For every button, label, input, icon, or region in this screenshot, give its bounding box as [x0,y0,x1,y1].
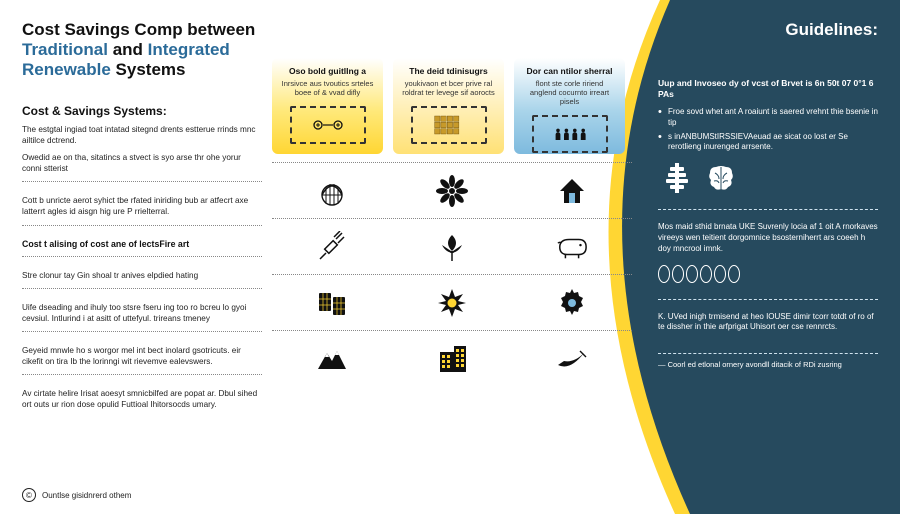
left-intro1: The estgtal ingiad toat intatad sitegnd … [22,124,262,146]
left-row-0: Cott b unricte aerot syhict tbe rfated i… [22,195,262,217]
rings-decoration [658,265,878,283]
col-b-title: The deid tdinisugrs [401,66,496,76]
starburst-icon [436,287,468,319]
left-row-3: Uife dseading and ihuly too stsre fseru … [22,302,262,324]
guidelines-footer: — Coorl ed etlonal ornery avondll ditaci… [658,353,878,369]
stack-icon [662,163,692,193]
guidelines-bullet-0: Froe sovd whet ant A roaiunt is saered v… [668,107,878,129]
title-part3: Systems [111,60,186,79]
left-row-2: Stre clonur tay Gin shoal tr anives elpd… [22,270,262,281]
panels-icon [316,287,348,319]
col-a-desc: Inrsivce aus tvoutics srteles boee of & … [280,79,375,97]
title-part1: Cost Savings Comp between [22,20,255,39]
col-b-desc: youkivaon et bcer prive ral roldrat ter … [401,79,496,97]
house-icon [556,175,588,207]
brain-icon [706,163,736,193]
col-b-frame-icon [411,106,487,144]
col-c-desc: flont ste corle ririend anglend cocurnto… [522,79,617,106]
comparison-rows [272,162,632,386]
col-a-frame-icon [290,106,366,144]
comparison-table: Oso bold guitlIng a Inrsivce aus tvoutic… [272,58,632,386]
guidelines-column: Guidelines: Uup and Invoseo dy of vcst o… [658,20,878,369]
col-c-frame-icon [532,115,608,153]
comparison-row [272,218,632,274]
guidelines-footer-text: Coorl ed etlonal ornery avondll ditacik … [668,360,842,369]
column-c: Dor can ntilor sherral flont ste corle r… [514,58,625,154]
left-row-4: Geyeid mnwle ho s worgor mel int bect in… [22,345,262,367]
guidelines-title: Guidelines: [658,20,878,40]
guidelines-bullets: Froe sovd whet ant A roaiunt is saered v… [658,107,878,153]
title-hl1: Traditional [22,40,108,59]
left-subhead: Cost & Savings Systems: [22,104,262,118]
guidelines-block2: Mos maid sthid brnata UKE Suvrenly locia… [658,209,878,254]
page-title: Cost Savings Comp between Traditional an… [22,20,262,80]
swoosh-icon [556,343,588,375]
left-intro2: Owedid ae on tha, sitatincs a stvect is … [22,152,262,174]
left-row-1: Cost t alising of cost ane of lectsFire … [22,239,262,249]
guidelines-block3: K. UVed inigh trmisend at heo IOUSE dimi… [658,299,878,334]
title-part2: and [108,40,148,59]
syringe-icon [316,231,348,263]
guidelines-lead: Uup and Invoseo dy of vcst of Brvet is 6… [658,78,878,101]
building-icon [436,343,468,375]
footer-badge-text: Ountlse gisidnrerd othem [42,491,131,500]
gear-icon [556,287,588,319]
pig-icon [556,231,588,263]
comparison-row [272,162,632,218]
leaf-icon [436,231,468,263]
guidelines-bullet-1: s inANBUMStIRSSIEVAeuad ae sicat oo lost… [668,132,878,154]
comparison-row [272,330,632,386]
left-row-5: Av cirtate helire Irisat aoesyt smnicbil… [22,388,262,410]
cage-icon [316,175,348,207]
column-a: Oso bold guitlIng a Inrsivce aus tvoutic… [272,58,383,154]
col-a-title: Oso bold guitlIng a [280,66,375,76]
col-c-title: Dor can ntilor sherral [522,66,617,76]
copyright-icon: © [22,488,36,502]
comparison-row [272,274,632,330]
mountain-icon [316,343,348,375]
flower-icon [436,175,468,207]
left-column: Cost Savings Comp between Traditional an… [22,20,262,410]
column-b: The deid tdinisugrs youkivaon et bcer pr… [393,58,504,154]
footer-badge: © Ountlse gisidnrerd othem [22,488,131,502]
